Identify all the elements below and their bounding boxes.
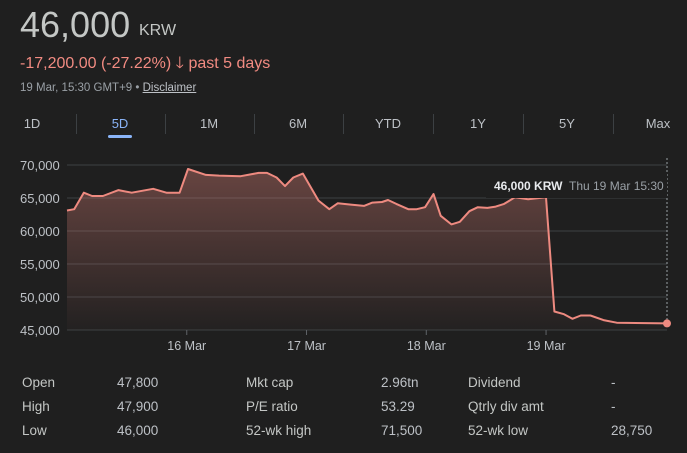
- price-change: -17,200.00 (-27.22%) 🡓 past 5 days: [20, 52, 270, 79]
- x-tick-label: 18 Mar: [407, 339, 446, 353]
- timestamp-line: 19 Mar, 15:30 GMT+9 • Disclaimer: [20, 82, 196, 94]
- tab-1d[interactable]: 1D: [23, 116, 41, 131]
- tab-divider: [253, 114, 255, 134]
- y-tick-label: 65,000: [20, 191, 60, 206]
- stat-label: High: [22, 399, 50, 414]
- tab-divider: [164, 114, 166, 134]
- current-price: 46,000: [20, 4, 131, 45]
- stat-value: 71,500: [381, 423, 423, 438]
- x-tick-label: 16 Mar: [167, 339, 206, 353]
- tab-5y[interactable]: 5Y: [559, 116, 575, 131]
- stat-label: Mkt cap: [246, 375, 294, 390]
- price-chart[interactable]: 70,000 65,000 60,000 55,000 50,000 45,000 16 M…: [0, 0, 687, 365]
- tooltip-value: 46,000 KRW: [494, 179, 563, 193]
- stat-value: -: [611, 399, 616, 414]
- currency-label: KRW: [139, 22, 177, 39]
- y-tick-label: 60,000: [20, 224, 60, 239]
- tab-5d[interactable]: 5D: [111, 116, 129, 131]
- tab-divider: [612, 114, 614, 134]
- price-area: [67, 169, 667, 330]
- tab-1m[interactable]: 1M: [199, 116, 219, 131]
- stat-value: 53.29: [381, 399, 415, 414]
- x-tick-label: 19 Mar: [527, 339, 566, 353]
- stat-value: 28,750: [611, 423, 653, 438]
- stat-value: 2.96tn: [381, 375, 419, 390]
- stat-label: P/E ratio: [246, 399, 298, 414]
- tooltip-box: [486, 172, 667, 198]
- tooltip-time: Thu 19 Mar 15:30: [569, 179, 664, 193]
- stat-label: Qtrly div amt: [468, 399, 544, 414]
- active-tab-indicator: [108, 135, 132, 138]
- stat-value: 47,900: [117, 399, 159, 414]
- disclaimer-link[interactable]: Disclaimer: [142, 82, 197, 94]
- y-tick-label: 70,000: [20, 158, 60, 173]
- stat-value: 46,000: [117, 423, 159, 438]
- timestamp: 19 Mar, 15:30 GMT+9 •: [20, 82, 140, 94]
- tab-1y[interactable]: 1Y: [470, 116, 486, 131]
- tab-ytd[interactable]: YTD: [375, 116, 401, 131]
- hover-point: [663, 319, 671, 328]
- stat-label: Open: [22, 375, 56, 390]
- tab-divider: [343, 114, 344, 134]
- stat-value: -: [611, 375, 616, 390]
- stat-label: Low: [22, 423, 47, 438]
- tab-divider: [76, 114, 77, 134]
- tab-divider: [522, 114, 524, 134]
- tab-max[interactable]: Max: [645, 116, 671, 131]
- y-tick-label: 45,000: [20, 323, 60, 338]
- stat-value: 47,800: [117, 375, 159, 390]
- stat-label: 52-wk low: [468, 423, 529, 438]
- arrow-down-icon: 🡓: [175, 55, 184, 72]
- change-value: -17,200.00 (-27.22%): [20, 55, 172, 72]
- stat-label: Dividend: [468, 375, 521, 390]
- x-tick-label: 17 Mar: [287, 339, 326, 353]
- price-line: [66, 168, 668, 325]
- y-tick-label: 55,000: [20, 257, 60, 272]
- tab-6m[interactable]: 6M: [288, 116, 308, 131]
- stat-label: 52-wk high: [246, 423, 312, 438]
- y-tick-label: 50,000: [20, 290, 60, 305]
- tab-divider: [433, 114, 434, 134]
- change-period: past 5 days: [188, 55, 271, 72]
